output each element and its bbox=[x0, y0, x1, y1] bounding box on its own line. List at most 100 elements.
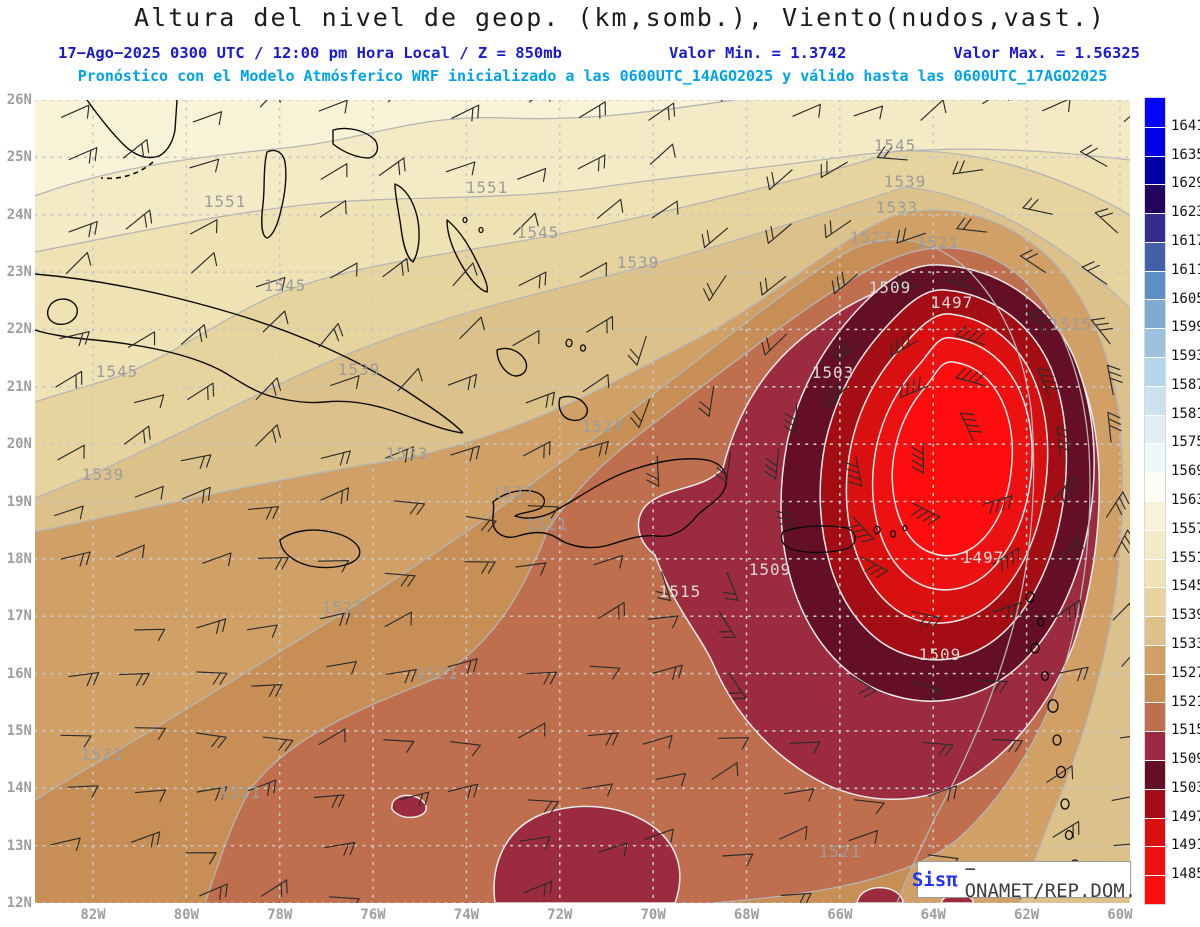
wind-barb bbox=[67, 785, 99, 798]
wind-barb bbox=[630, 398, 651, 429]
lat-tick-label: 19N bbox=[6, 493, 32, 510]
forecast-map: 1551 1551 1545 1539 1545 1539 1545 1539 1545 1539… bbox=[35, 100, 1130, 903]
wind-barb bbox=[319, 200, 347, 218]
wind-barb bbox=[761, 333, 788, 356]
wind-barb bbox=[711, 762, 739, 780]
contour-band-gt1557 bbox=[35, 100, 735, 196]
island bbox=[1064, 829, 1074, 841]
wind-barb bbox=[320, 163, 348, 180]
wind-barb bbox=[722, 853, 754, 867]
wind-barb bbox=[196, 618, 227, 635]
wind-barb bbox=[703, 275, 727, 302]
wind-barb bbox=[320, 611, 351, 627]
wind-barb bbox=[124, 425, 151, 445]
wind-barb bbox=[512, 330, 540, 347]
wind-barb bbox=[853, 105, 884, 120]
wind-barb bbox=[192, 111, 223, 126]
colorbar-tick-label: 1521 bbox=[1171, 693, 1200, 710]
contour-label: 1497 bbox=[931, 293, 974, 312]
colorbar-tick-label: 1623 bbox=[1171, 204, 1200, 221]
contour-label: 1545 bbox=[517, 223, 560, 242]
coastline bbox=[492, 458, 728, 549]
wind-barb bbox=[394, 500, 426, 515]
lat-tick-label: 15N bbox=[6, 722, 32, 739]
wind-barb bbox=[527, 505, 559, 519]
lat-tick-label: 24N bbox=[6, 206, 32, 223]
wind-barb bbox=[1107, 411, 1122, 443]
lon-tick-label: 68W bbox=[733, 907, 760, 923]
wind-barb bbox=[324, 841, 356, 857]
colorbar-segment bbox=[1145, 213, 1165, 242]
wind-barb bbox=[927, 785, 957, 802]
wind-barb bbox=[1111, 796, 1130, 801]
colorbar-segment bbox=[1145, 443, 1165, 473]
wind-barb bbox=[518, 271, 547, 289]
wind-barb bbox=[911, 442, 925, 474]
island bbox=[1037, 617, 1045, 627]
wind-barb bbox=[1028, 309, 1052, 336]
wind-barb bbox=[187, 382, 215, 401]
wind-barb bbox=[68, 672, 100, 687]
wind-barb bbox=[820, 160, 848, 178]
wind-barb bbox=[1019, 249, 1046, 273]
wind-barb bbox=[627, 335, 647, 366]
contour-label: 1509 bbox=[749, 560, 792, 579]
lat-tick-label: 26N bbox=[6, 92, 32, 108]
wind-barb bbox=[459, 316, 485, 340]
wind-barb bbox=[655, 571, 672, 602]
wind-barbs bbox=[50, 100, 1130, 903]
wind-barb bbox=[1042, 100, 1071, 113]
contour-label: 1539 bbox=[884, 172, 927, 191]
wind-barb bbox=[378, 157, 406, 176]
wind-barb bbox=[452, 262, 478, 287]
wind-barb bbox=[385, 446, 414, 463]
wind-barb bbox=[759, 276, 787, 296]
wind-barb bbox=[577, 154, 606, 172]
contour-label: 1533 bbox=[386, 444, 429, 463]
wind-barb bbox=[587, 732, 619, 746]
colorbar-tick-label: 1545 bbox=[1171, 578, 1200, 595]
wind-barb bbox=[318, 323, 344, 348]
wind-barb bbox=[579, 440, 609, 457]
wind-barb bbox=[890, 332, 918, 357]
wind-barb bbox=[1094, 208, 1119, 234]
wind-barb bbox=[779, 825, 808, 840]
contour-label: 1551 bbox=[204, 192, 247, 211]
colorbar-segment bbox=[1145, 155, 1165, 185]
lat-tick-label: 16N bbox=[6, 665, 32, 682]
wind-barb bbox=[199, 883, 228, 900]
wind-barb bbox=[320, 487, 350, 504]
wind-barb bbox=[259, 100, 281, 108]
contour-line bbox=[35, 209, 1124, 903]
wind-barb bbox=[196, 671, 228, 685]
wind-barb bbox=[911, 610, 942, 628]
wind-barb bbox=[876, 146, 908, 161]
lat-tick-label: 17N bbox=[6, 608, 32, 625]
wind-barb bbox=[764, 448, 780, 480]
contour-label: 1539 bbox=[82, 465, 125, 484]
island bbox=[873, 525, 881, 535]
colorbar-segment bbox=[1145, 98, 1165, 127]
coastline bbox=[35, 273, 464, 434]
wind-barb bbox=[649, 143, 676, 165]
wind-barb bbox=[1112, 602, 1130, 621]
colorbar-segment bbox=[1145, 270, 1165, 300]
wind-barb bbox=[582, 374, 610, 393]
wind-barb bbox=[181, 486, 211, 504]
wind-barb bbox=[60, 551, 91, 567]
sispi-logo: Sisπ bbox=[911, 868, 958, 891]
wind-barb bbox=[783, 402, 798, 434]
lat-tick-label: 12N bbox=[6, 895, 32, 911]
wind-barb bbox=[579, 101, 606, 119]
colorbar-segment bbox=[1145, 126, 1165, 156]
wind-barb bbox=[717, 737, 749, 750]
colorbar-tick-label: 1509 bbox=[1171, 751, 1200, 768]
wind-barb bbox=[955, 326, 986, 346]
island bbox=[902, 524, 908, 532]
wind-barb bbox=[1060, 536, 1084, 562]
contour-label: 1515 bbox=[1050, 315, 1093, 334]
wind-barb bbox=[134, 727, 166, 740]
colorbar-segment bbox=[1145, 817, 1165, 847]
wind-barb bbox=[765, 223, 792, 244]
